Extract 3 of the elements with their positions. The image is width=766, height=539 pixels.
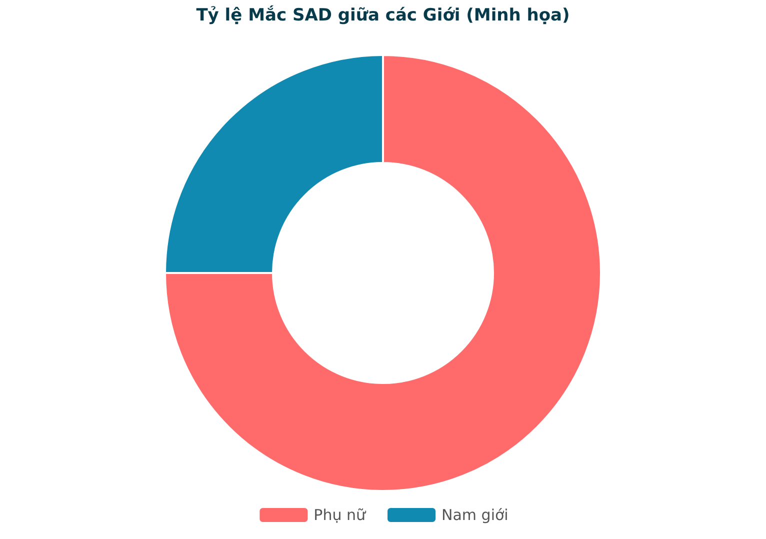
legend-label: Phụ nữ [314, 506, 367, 524]
legend-label: Nam giới [442, 506, 508, 524]
chart-title: Tỷ lệ Mắc SAD giữa các Giới (Minh họa) [196, 4, 570, 26]
